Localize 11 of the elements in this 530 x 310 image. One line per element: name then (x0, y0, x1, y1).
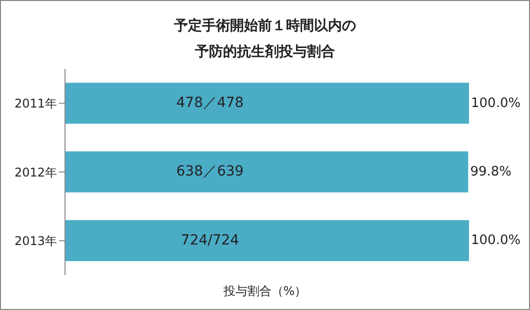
y-tick-label: 2012年 (14, 165, 57, 180)
annotation: 638／639 (176, 164, 244, 180)
chart-title: 予定手術開始前１時間以内の予防的抗生剤投与割合 (173, 16, 357, 62)
x-axis-title: 投与割合（%） (222, 283, 308, 300)
y-tick-label: 2011年 (14, 96, 57, 111)
data-label: 100.0% (471, 233, 521, 248)
data-label: 99.8% (470, 164, 512, 180)
y-tick-label: 2013年 (14, 234, 57, 248)
data-label: 100.0% (471, 96, 521, 111)
annotation: 724/724 (180, 232, 240, 248)
annotation: 478／478 (176, 95, 244, 112)
